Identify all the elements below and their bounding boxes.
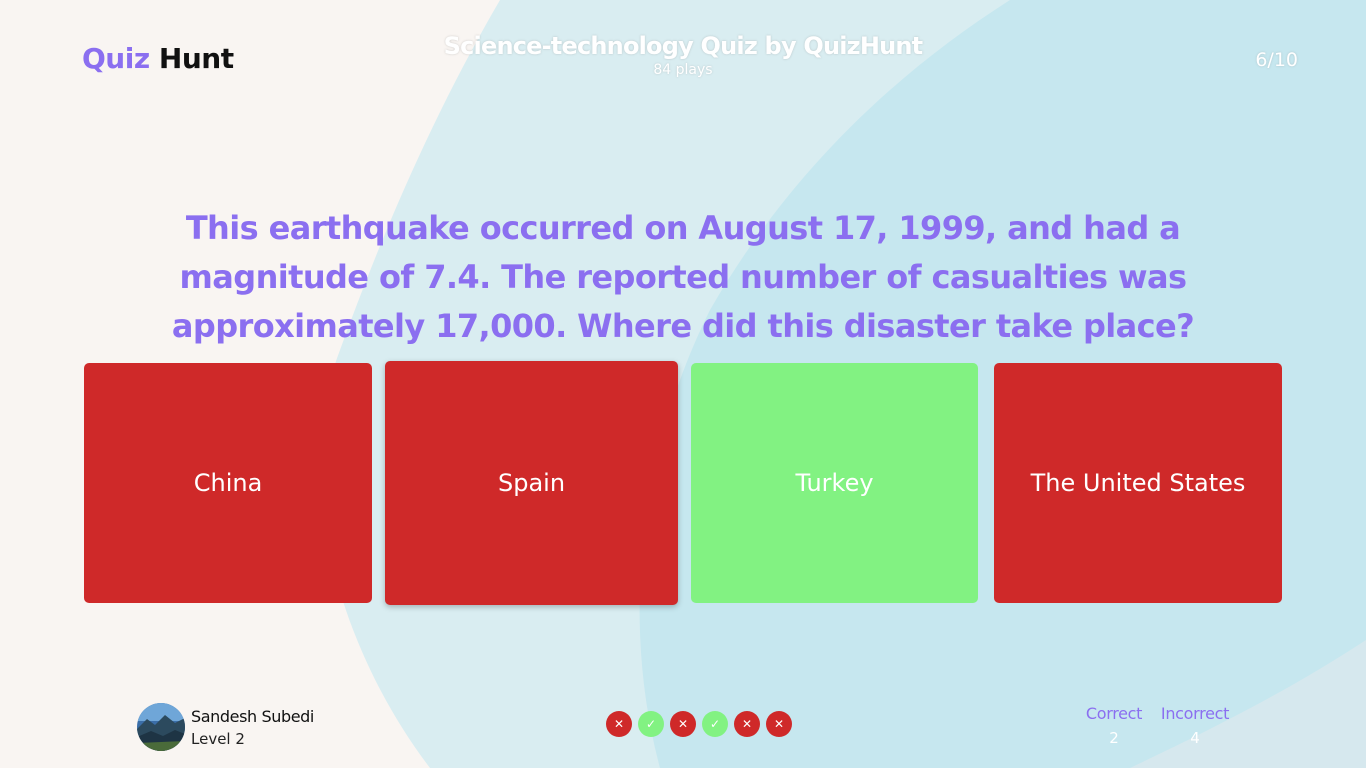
user-level: Level 2 xyxy=(191,729,245,748)
x-icon: ✕ xyxy=(613,717,625,731)
x-icon: ✕ xyxy=(741,717,753,731)
logo-quiz-text: Quiz xyxy=(82,42,150,75)
x-icon: ✕ xyxy=(677,717,689,731)
logo-hunt-text: Hunt xyxy=(158,42,234,75)
quizhunt-logo[interactable]: Quiz Hunt xyxy=(82,42,234,75)
avatar[interactable] xyxy=(137,703,185,751)
answer-option-spain[interactable]: Spain xyxy=(385,361,678,605)
history-dot-5: ✕ xyxy=(734,711,760,737)
plays-count: 84 plays xyxy=(653,62,713,78)
check-icon: ✓ xyxy=(709,717,721,731)
history-dot-4: ✓ xyxy=(702,711,728,737)
correct-score: Correct 2 xyxy=(1078,704,1150,747)
incorrect-score: Incorrect 4 xyxy=(1156,704,1234,747)
answer-option-turkey[interactable]: Turkey xyxy=(691,363,978,603)
question-progress: 6/10 xyxy=(1255,49,1298,71)
answer-history: ✕ ✓ ✕ ✓ ✕ ✕ xyxy=(606,711,792,737)
incorrect-label: Incorrect xyxy=(1160,704,1230,723)
history-dot-2: ✓ xyxy=(638,711,664,737)
user-profile[interactable]: Sandesh Subedi Level 2 xyxy=(137,703,314,751)
correct-value: 2 xyxy=(1109,729,1119,747)
check-icon: ✓ xyxy=(645,717,657,731)
history-dot-6: ✕ xyxy=(766,711,792,737)
user-name: Sandesh Subedi xyxy=(191,706,314,726)
question-text: This earthquake occurred on August 17, 1… xyxy=(171,209,1195,345)
history-dot-1: ✕ xyxy=(606,711,632,737)
correct-label: Correct xyxy=(1085,704,1143,723)
x-icon: ✕ xyxy=(773,717,785,731)
answer-option-china[interactable]: China xyxy=(84,363,372,603)
quiz-header: Science-technology Quiz by QuizHunt 84 p… xyxy=(383,32,983,78)
answer-option-the-united-states[interactable]: The United States xyxy=(994,363,1282,603)
incorrect-value: 4 xyxy=(1190,729,1200,747)
history-dot-3: ✕ xyxy=(670,711,696,737)
quiz-title: Science-technology Quiz by QuizHunt xyxy=(443,32,924,60)
